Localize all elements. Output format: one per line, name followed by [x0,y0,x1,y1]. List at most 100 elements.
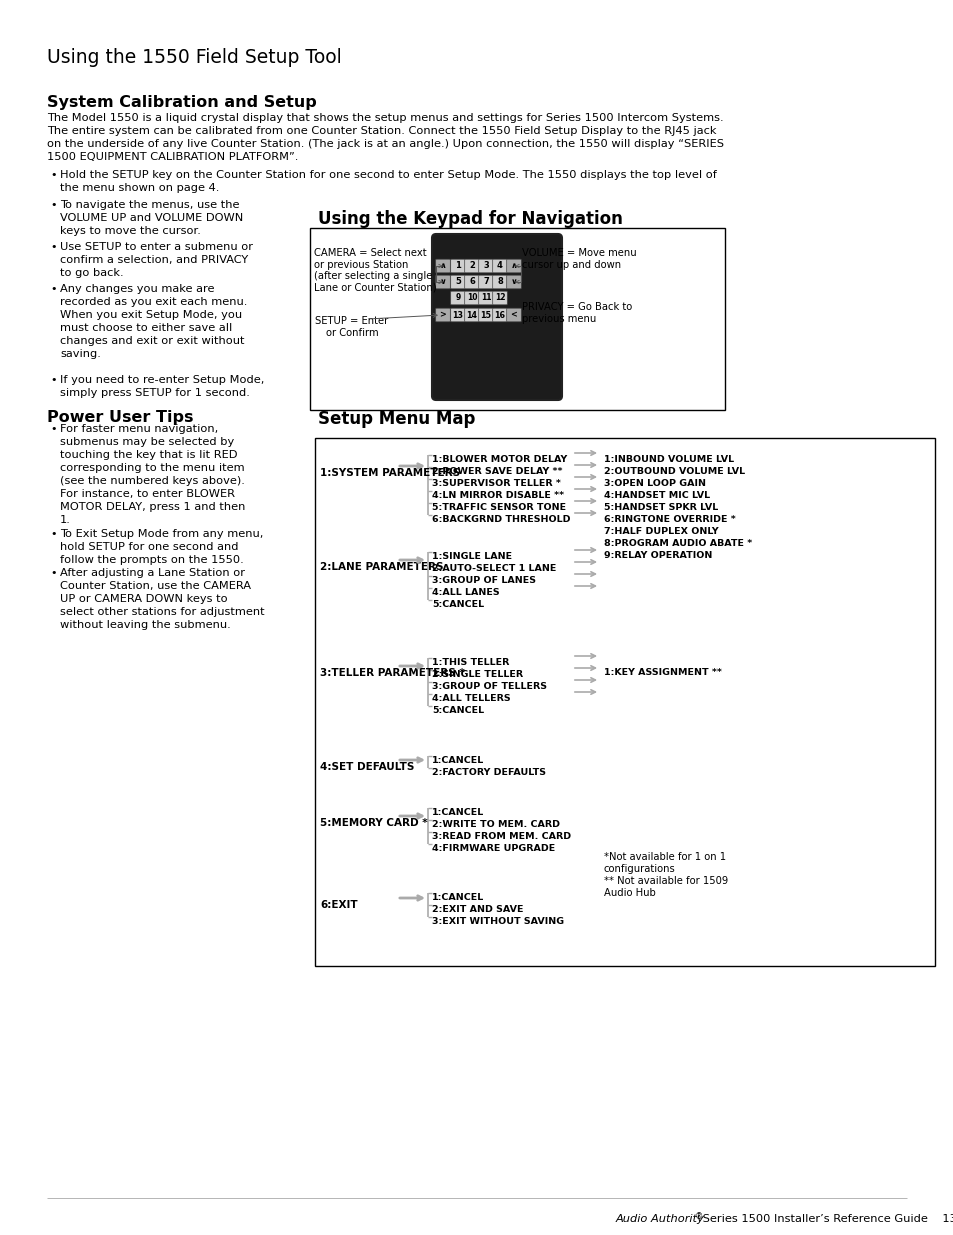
Text: Series 1500 Installer’s Reference Guide    13: Series 1500 Installer’s Reference Guide … [699,1214,953,1224]
Text: corresponding to the menu item: corresponding to the menu item [60,463,244,473]
FancyBboxPatch shape [492,275,507,289]
Text: 8: 8 [497,278,502,287]
Text: Audio Authority: Audio Authority [616,1214,704,1224]
Text: 4:LN MIRROR DISABLE **: 4:LN MIRROR DISABLE ** [432,492,563,500]
FancyBboxPatch shape [478,275,493,289]
Text: To Exit Setup Mode from any menu,: To Exit Setup Mode from any menu, [60,529,263,538]
Text: 5:HANDSET SPKR LVL: 5:HANDSET SPKR LVL [603,503,718,513]
Text: keys to move the cursor.: keys to move the cursor. [60,226,201,236]
Text: 1:SYSTEM PARAMETERS: 1:SYSTEM PARAMETERS [319,468,459,478]
FancyBboxPatch shape [478,291,493,305]
Text: For faster menu navigation,: For faster menu navigation, [60,424,218,433]
Text: •: • [50,375,56,385]
Text: must choose to either save all: must choose to either save all [60,324,232,333]
FancyBboxPatch shape [436,309,450,322]
Text: Counter Station, use the CAMERA: Counter Station, use the CAMERA [60,580,251,592]
Text: 8:PROGRAM AUDIO ABATE *: 8:PROGRAM AUDIO ABATE * [603,538,752,548]
FancyBboxPatch shape [450,259,465,273]
Text: 5:CANCEL: 5:CANCEL [432,706,483,715]
Text: on the underside of any live Counter Station. (The jack is at an angle.) Upon co: on the underside of any live Counter Sta… [47,140,723,149]
Text: follow the prompts on the 1550.: follow the prompts on the 1550. [60,555,244,564]
Text: hold SETUP for one second and: hold SETUP for one second and [60,542,238,552]
Text: 4:HANDSET MIC LVL: 4:HANDSET MIC LVL [603,492,709,500]
Text: 3:GROUP OF LANES: 3:GROUP OF LANES [432,576,536,585]
Text: 9:RELAY OPERATION: 9:RELAY OPERATION [603,551,712,559]
Text: 3:READ FROM MEM. CARD: 3:READ FROM MEM. CARD [432,832,571,841]
Text: 1:THIS TELLER: 1:THIS TELLER [432,658,509,667]
Text: SETUP = Enter
or Confirm: SETUP = Enter or Confirm [315,316,388,337]
Text: 3:EXIT WITHOUT SAVING: 3:EXIT WITHOUT SAVING [432,918,563,926]
Text: VOLUME = Move menu
cursor up and down: VOLUME = Move menu cursor up and down [521,248,636,269]
Text: To navigate the menus, use the: To navigate the menus, use the [60,200,239,210]
Text: to go back.: to go back. [60,268,124,278]
Text: Any changes you make are: Any changes you make are [60,284,214,294]
Text: 1:CANCEL: 1:CANCEL [432,893,484,902]
FancyBboxPatch shape [450,275,465,289]
FancyBboxPatch shape [436,259,450,273]
Text: 5:TRAFFIC SENSOR TONE: 5:TRAFFIC SENSOR TONE [432,503,565,513]
Text: •: • [50,242,56,252]
Text: select other stations for adjustment: select other stations for adjustment [60,606,264,618]
FancyBboxPatch shape [506,309,520,322]
Text: 1500 EQUIPMENT CALIBRATION PLATFORM”.: 1500 EQUIPMENT CALIBRATION PLATFORM”. [47,152,298,162]
FancyBboxPatch shape [432,233,561,400]
Text: 1.: 1. [60,515,71,525]
Text: VOLUME UP and VOLUME DOWN: VOLUME UP and VOLUME DOWN [60,212,243,224]
FancyBboxPatch shape [506,259,520,273]
Text: 1:CANCEL: 1:CANCEL [432,756,484,764]
Text: •: • [50,529,56,538]
Text: saving.: saving. [60,350,101,359]
Text: ∧: ∧ [439,262,446,270]
Text: •: • [50,568,56,578]
Text: the menu shown on page 4.: the menu shown on page 4. [60,183,219,193]
Text: 4: 4 [497,262,502,270]
Text: changes and exit or exit without: changes and exit or exit without [60,336,244,346]
Text: CAMERA = Select next
or previous Station
(after selecting a single
Lane or Count: CAMERA = Select next or previous Station… [314,248,436,293]
Text: (see the numbered keys above).: (see the numbered keys above). [60,475,245,487]
Text: 3:OPEN LOOP GAIN: 3:OPEN LOOP GAIN [603,479,705,488]
Text: 3: 3 [482,262,488,270]
Text: recorded as you exit each menu.: recorded as you exit each menu. [60,296,247,308]
Text: 1: 1 [455,262,460,270]
Text: 6:RINGTONE OVERRIDE *: 6:RINGTONE OVERRIDE * [603,515,735,524]
Text: 2:FACTORY DEFAULTS: 2:FACTORY DEFAULTS [432,768,545,777]
Text: Using the 1550 Field Setup Tool: Using the 1550 Field Setup Tool [47,48,341,67]
Text: ∨: ∨ [510,278,517,287]
FancyBboxPatch shape [492,259,507,273]
Text: PRIVACY = Go Back to
previous menu: PRIVACY = Go Back to previous menu [521,303,632,324]
FancyBboxPatch shape [506,275,520,289]
FancyBboxPatch shape [478,259,493,273]
Text: •: • [50,170,56,180]
Text: 7: 7 [482,278,488,287]
Text: confirm a selection, and PRIVACY: confirm a selection, and PRIVACY [60,254,248,266]
Text: 2:SINGLE TELLER: 2:SINGLE TELLER [432,671,522,679]
Text: •: • [50,284,56,294]
Text: •: • [50,424,56,433]
Text: 1:BLOWER MOTOR DELAY: 1:BLOWER MOTOR DELAY [432,454,567,464]
Text: submenus may be selected by: submenus may be selected by [60,437,234,447]
Text: 14: 14 [466,310,477,320]
FancyBboxPatch shape [450,309,465,322]
Text: When you exit Setup Mode, you: When you exit Setup Mode, you [60,310,242,320]
Text: 3:TELLER PARAMETERS *: 3:TELLER PARAMETERS * [319,668,464,678]
FancyBboxPatch shape [492,291,507,305]
Text: 3:SUPERVISOR TELLER *: 3:SUPERVISOR TELLER * [432,479,560,488]
Text: UP or CAMERA DOWN keys to: UP or CAMERA DOWN keys to [60,594,228,604]
Text: 15: 15 [480,310,491,320]
Text: After adjusting a Lane Station or: After adjusting a Lane Station or [60,568,245,578]
Text: >: > [439,310,446,320]
Text: *Not available for 1 on 1
configurations: *Not available for 1 on 1 configurations [603,852,725,873]
Text: 7:HALF DUPLEX ONLY: 7:HALF DUPLEX ONLY [603,527,718,536]
Text: •: • [50,200,56,210]
Text: 1:SINGLE LANE: 1:SINGLE LANE [432,552,512,561]
Text: Power User Tips: Power User Tips [47,410,193,425]
Text: 1:CANCEL: 1:CANCEL [432,808,484,818]
Text: Setup Menu Map: Setup Menu Map [317,410,475,429]
Text: 2:OUTBOUND VOLUME LVL: 2:OUTBOUND VOLUME LVL [603,467,744,475]
Text: For instance, to enter BLOWER: For instance, to enter BLOWER [60,489,234,499]
Text: ∧: ∧ [510,262,517,270]
Text: 16: 16 [494,310,505,320]
Text: 4:FIRMWARE UPGRADE: 4:FIRMWARE UPGRADE [432,844,555,853]
FancyBboxPatch shape [478,309,493,322]
Text: ®: ® [695,1212,702,1221]
